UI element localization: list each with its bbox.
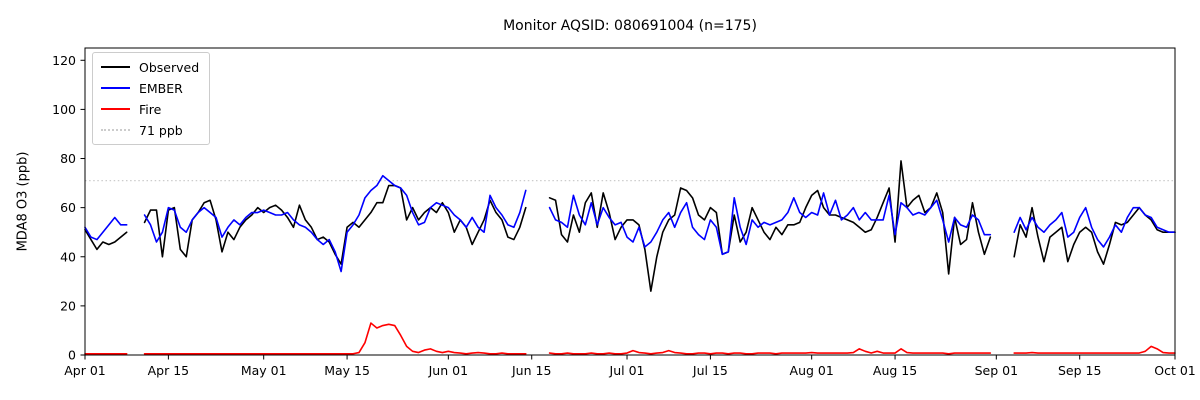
legend-label-fire: Fire: [139, 101, 162, 117]
y-tick-label: 0: [68, 348, 76, 363]
observed-line-swatch: [101, 66, 130, 68]
legend-label-threshold: 71 ppb: [139, 122, 183, 138]
legend-label-observed: Observed: [139, 59, 200, 75]
y-tick-label: 80: [60, 151, 76, 166]
ember-line-swatch: [101, 87, 130, 89]
legend-item-threshold: 71 ppb: [101, 122, 199, 138]
threshold-line-swatch: [101, 129, 130, 131]
legend-item-observed: Observed: [101, 59, 199, 75]
x-tick-label: Jun 01: [428, 363, 468, 378]
y-tick-label: 20: [60, 298, 76, 313]
fire-line: [84, 322, 1176, 355]
legend-item-ember: EMBER: [101, 80, 199, 96]
y-tick-label: 100: [52, 102, 76, 117]
x-tick-label: Apr 15: [148, 363, 190, 378]
x-tick-label: Sep 01: [975, 363, 1018, 378]
x-tick-label: Aug 15: [873, 363, 917, 378]
x-tick-label: Oct 01: [1154, 363, 1196, 378]
ember-line: [84, 174, 1176, 273]
observed-line: [84, 160, 1176, 292]
x-tick-label: Jul 15: [692, 363, 728, 378]
x-tick-label: Jul 01: [609, 363, 645, 378]
y-tick-label: 120: [52, 53, 76, 68]
x-tick-label: May 01: [241, 363, 287, 378]
x-tick-label: Aug 01: [790, 363, 834, 378]
axes-frame: [84, 47, 1176, 356]
legend-label-ember: EMBER: [139, 80, 183, 96]
fire-line-swatch: [101, 108, 130, 110]
chart-title: Monitor AQSID: 080691004 (n=175): [503, 18, 757, 34]
x-tick-label: Sep 15: [1058, 363, 1101, 378]
y-tick-label: 60: [60, 200, 76, 215]
x-tick-label: Jun 15: [511, 363, 551, 378]
legend: Observed EMBER Fire 71 ppb: [92, 52, 211, 145]
legend-item-fire: Fire: [101, 101, 199, 117]
x-tick-label: Apr 01: [64, 363, 106, 378]
y-tick-label: 40: [60, 249, 76, 264]
x-tick-label: May 15: [324, 363, 370, 378]
